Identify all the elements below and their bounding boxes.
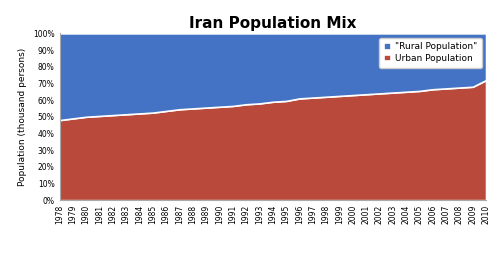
Legend: "Rural Population", Urban Population: "Rural Population", Urban Population (379, 38, 482, 68)
Title: Iran Population Mix: Iran Population Mix (189, 16, 357, 31)
Y-axis label: Population (thousand persons): Population (thousand persons) (18, 48, 27, 186)
